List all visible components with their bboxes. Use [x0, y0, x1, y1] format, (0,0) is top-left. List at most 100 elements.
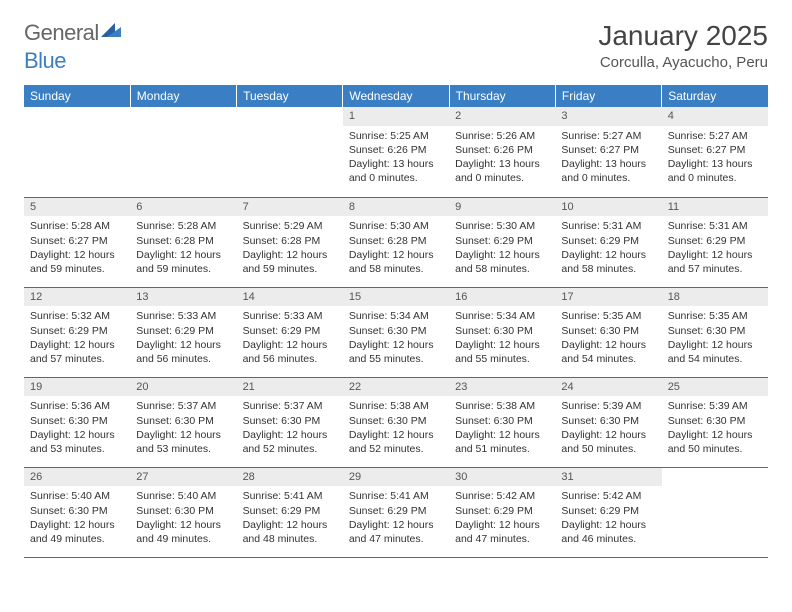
daylight-text: and 47 minutes.: [349, 532, 443, 546]
calendar-cell: 9Sunrise: 5:30 AMSunset: 6:29 PMDaylight…: [449, 197, 555, 287]
sunrise-text: Sunrise: 5:25 AM: [349, 129, 443, 143]
logo-text-blue: Blue: [24, 48, 66, 73]
daylight-text: and 55 minutes.: [455, 352, 549, 366]
calendar-cell: 30Sunrise: 5:42 AMSunset: 6:29 PMDayligh…: [449, 467, 555, 557]
calendar-cell: 25Sunrise: 5:39 AMSunset: 6:30 PMDayligh…: [662, 377, 768, 467]
day-number: 25: [662, 378, 768, 397]
sunset-text: Sunset: 6:27 PM: [561, 143, 655, 157]
day-details: Sunrise: 5:31 AMSunset: 6:29 PMDaylight:…: [662, 216, 768, 280]
day-number: 17: [555, 288, 661, 307]
calendar-cell: 15Sunrise: 5:34 AMSunset: 6:30 PMDayligh…: [343, 287, 449, 377]
sunrise-text: Sunrise: 5:38 AM: [455, 399, 549, 413]
calendar-row: 12Sunrise: 5:32 AMSunset: 6:29 PMDayligh…: [24, 287, 768, 377]
day-number: 22: [343, 378, 449, 397]
day-details: Sunrise: 5:35 AMSunset: 6:30 PMDaylight:…: [555, 306, 661, 370]
sunset-text: Sunset: 6:28 PM: [243, 234, 337, 248]
sunrise-text: Sunrise: 5:31 AM: [668, 219, 762, 233]
daylight-text: Daylight: 12 hours: [30, 338, 124, 352]
daylight-text: and 0 minutes.: [455, 171, 549, 185]
month-title: January 2025: [598, 20, 768, 52]
daylight-text: and 57 minutes.: [668, 262, 762, 276]
logo-blue-row: Blue: [24, 48, 66, 74]
daylight-text: Daylight: 12 hours: [349, 428, 443, 442]
day-number: 14: [237, 288, 343, 307]
calendar-cell: 23Sunrise: 5:38 AMSunset: 6:30 PMDayligh…: [449, 377, 555, 467]
sunset-text: Sunset: 6:29 PM: [561, 234, 655, 248]
sunrise-text: Sunrise: 5:33 AM: [243, 309, 337, 323]
daylight-text: and 51 minutes.: [455, 442, 549, 456]
daylight-text: and 59 minutes.: [30, 262, 124, 276]
sunrise-text: Sunrise: 5:28 AM: [30, 219, 124, 233]
day-details: Sunrise: 5:35 AMSunset: 6:30 PMDaylight:…: [662, 306, 768, 370]
sunset-text: Sunset: 6:29 PM: [243, 504, 337, 518]
day-details: Sunrise: 5:28 AMSunset: 6:28 PMDaylight:…: [130, 216, 236, 280]
day-details: Sunrise: 5:29 AMSunset: 6:28 PMDaylight:…: [237, 216, 343, 280]
day-details: Sunrise: 5:31 AMSunset: 6:29 PMDaylight:…: [555, 216, 661, 280]
daylight-text: and 53 minutes.: [136, 442, 230, 456]
sunset-text: Sunset: 6:27 PM: [30, 234, 124, 248]
calendar-cell: 28Sunrise: 5:41 AMSunset: 6:29 PMDayligh…: [237, 467, 343, 557]
day-number: 2: [449, 107, 555, 126]
daylight-text: Daylight: 12 hours: [243, 248, 337, 262]
day-number: 4: [662, 107, 768, 126]
day-number: 18: [662, 288, 768, 307]
day-details: Sunrise: 5:30 AMSunset: 6:29 PMDaylight:…: [449, 216, 555, 280]
calendar-cell: 29Sunrise: 5:41 AMSunset: 6:29 PMDayligh…: [343, 467, 449, 557]
day-number: 3: [555, 107, 661, 126]
calendar-cell: 31Sunrise: 5:42 AMSunset: 6:29 PMDayligh…: [555, 467, 661, 557]
calendar-cell: 2Sunrise: 5:26 AMSunset: 6:26 PMDaylight…: [449, 107, 555, 197]
day-details: Sunrise: 5:25 AMSunset: 6:26 PMDaylight:…: [343, 126, 449, 190]
day-number: 21: [237, 378, 343, 397]
day-number: 5: [24, 198, 130, 217]
daylight-text: and 50 minutes.: [561, 442, 655, 456]
daylight-text: Daylight: 12 hours: [349, 248, 443, 262]
sunrise-text: Sunrise: 5:37 AM: [136, 399, 230, 413]
day-details: Sunrise: 5:41 AMSunset: 6:29 PMDaylight:…: [237, 486, 343, 550]
calendar-cell: 20Sunrise: 5:37 AMSunset: 6:30 PMDayligh…: [130, 377, 236, 467]
sunrise-text: Sunrise: 5:41 AM: [243, 489, 337, 503]
daylight-text: and 49 minutes.: [136, 532, 230, 546]
daylight-text: and 46 minutes.: [561, 532, 655, 546]
sunset-text: Sunset: 6:30 PM: [561, 324, 655, 338]
calendar-cell: 27Sunrise: 5:40 AMSunset: 6:30 PMDayligh…: [130, 467, 236, 557]
daylight-text: and 48 minutes.: [243, 532, 337, 546]
daylight-text: Daylight: 13 hours: [349, 157, 443, 171]
sunrise-text: Sunrise: 5:29 AM: [243, 219, 337, 233]
sunrise-text: Sunrise: 5:42 AM: [561, 489, 655, 503]
daylight-text: Daylight: 12 hours: [455, 248, 549, 262]
daylight-text: Daylight: 12 hours: [136, 518, 230, 532]
calendar-cell: [662, 467, 768, 557]
sunset-text: Sunset: 6:29 PM: [30, 324, 124, 338]
day-number: 15: [343, 288, 449, 307]
daylight-text: Daylight: 13 hours: [668, 157, 762, 171]
daylight-text: and 49 minutes.: [30, 532, 124, 546]
day-details: Sunrise: 5:42 AMSunset: 6:29 PMDaylight:…: [555, 486, 661, 550]
daylight-text: and 54 minutes.: [668, 352, 762, 366]
day-details: Sunrise: 5:38 AMSunset: 6:30 PMDaylight:…: [343, 396, 449, 460]
daylight-text: and 58 minutes.: [455, 262, 549, 276]
daylight-text: and 57 minutes.: [30, 352, 124, 366]
calendar-cell: 5Sunrise: 5:28 AMSunset: 6:27 PMDaylight…: [24, 197, 130, 287]
day-details: Sunrise: 5:26 AMSunset: 6:26 PMDaylight:…: [449, 126, 555, 190]
day-number: 19: [24, 378, 130, 397]
daylight-text: and 52 minutes.: [243, 442, 337, 456]
day-details: Sunrise: 5:39 AMSunset: 6:30 PMDaylight:…: [662, 396, 768, 460]
day-number: 6: [130, 198, 236, 217]
day-details: Sunrise: 5:33 AMSunset: 6:29 PMDaylight:…: [237, 306, 343, 370]
sunrise-text: Sunrise: 5:27 AM: [561, 129, 655, 143]
day-number: 24: [555, 378, 661, 397]
day-details: Sunrise: 5:37 AMSunset: 6:30 PMDaylight:…: [130, 396, 236, 460]
title-block: January 2025 Corculla, Ayacucho, Peru: [598, 20, 768, 71]
sunrise-text: Sunrise: 5:40 AM: [30, 489, 124, 503]
sunrise-text: Sunrise: 5:39 AM: [561, 399, 655, 413]
sunrise-text: Sunrise: 5:33 AM: [136, 309, 230, 323]
calendar-row: 26Sunrise: 5:40 AMSunset: 6:30 PMDayligh…: [24, 467, 768, 557]
day-details: Sunrise: 5:39 AMSunset: 6:30 PMDaylight:…: [555, 396, 661, 460]
day-details: Sunrise: 5:37 AMSunset: 6:30 PMDaylight:…: [237, 396, 343, 460]
day-details: Sunrise: 5:40 AMSunset: 6:30 PMDaylight:…: [24, 486, 130, 550]
daylight-text: Daylight: 12 hours: [243, 428, 337, 442]
daylight-text: Daylight: 12 hours: [668, 338, 762, 352]
sunset-text: Sunset: 6:29 PM: [455, 504, 549, 518]
calendar-cell: 7Sunrise: 5:29 AMSunset: 6:28 PMDaylight…: [237, 197, 343, 287]
daylight-text: and 47 minutes.: [455, 532, 549, 546]
